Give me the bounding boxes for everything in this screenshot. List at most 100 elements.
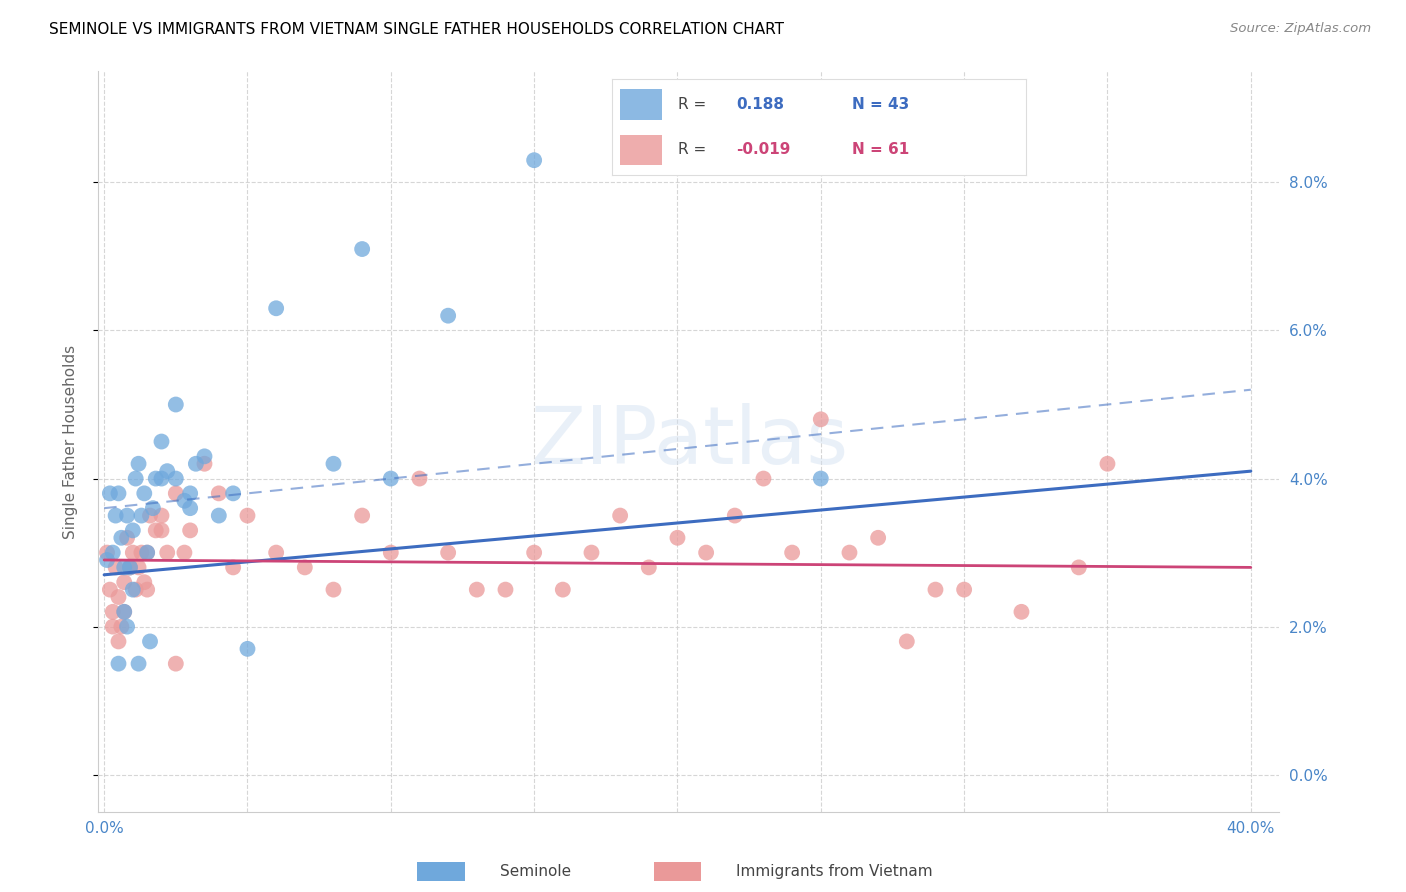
Point bbox=[193, 450, 215, 464]
Point bbox=[924, 582, 946, 597]
Point bbox=[101, 605, 124, 619]
Point bbox=[523, 545, 546, 560]
Point bbox=[165, 486, 187, 500]
Point bbox=[264, 545, 287, 560]
Point bbox=[953, 582, 976, 597]
Point bbox=[121, 524, 143, 538]
Point bbox=[156, 464, 179, 478]
Point bbox=[139, 634, 162, 648]
Point bbox=[896, 634, 918, 648]
Bar bbox=[620, 89, 662, 120]
Bar bbox=[620, 135, 662, 165]
Point bbox=[101, 619, 124, 633]
Point bbox=[695, 545, 717, 560]
Text: Source: ZipAtlas.com: Source: ZipAtlas.com bbox=[1230, 22, 1371, 36]
Point bbox=[131, 508, 153, 523]
Point bbox=[222, 486, 245, 500]
Point bbox=[128, 560, 150, 574]
Point bbox=[136, 545, 159, 560]
Point bbox=[107, 634, 129, 648]
Text: N = 43: N = 43 bbox=[852, 97, 910, 112]
Point bbox=[322, 582, 344, 597]
Point bbox=[110, 531, 132, 545]
Point bbox=[380, 545, 402, 560]
Point bbox=[98, 486, 121, 500]
Point bbox=[437, 545, 460, 560]
Point bbox=[173, 493, 195, 508]
Point bbox=[193, 457, 215, 471]
Point bbox=[150, 471, 173, 485]
Point bbox=[868, 531, 890, 545]
Point bbox=[150, 524, 173, 538]
Point bbox=[125, 582, 148, 597]
Text: Immigrants from Vietnam: Immigrants from Vietnam bbox=[737, 864, 932, 879]
Point bbox=[222, 560, 245, 574]
Point bbox=[139, 508, 162, 523]
Point bbox=[495, 582, 517, 597]
Point bbox=[134, 486, 156, 500]
Point bbox=[236, 641, 259, 656]
Point bbox=[150, 508, 173, 523]
Point bbox=[236, 508, 259, 523]
Point bbox=[208, 486, 231, 500]
Point bbox=[104, 508, 127, 523]
Point bbox=[609, 508, 631, 523]
Point bbox=[125, 471, 148, 485]
Point bbox=[551, 582, 574, 597]
Point bbox=[810, 412, 832, 426]
Point bbox=[437, 309, 460, 323]
Point bbox=[128, 657, 150, 671]
Point bbox=[107, 486, 129, 500]
Point bbox=[165, 397, 187, 411]
Point bbox=[465, 582, 488, 597]
Point bbox=[112, 560, 135, 574]
Point bbox=[121, 545, 143, 560]
Point bbox=[408, 471, 430, 485]
Point bbox=[118, 560, 141, 574]
Point bbox=[165, 471, 187, 485]
Point bbox=[1011, 605, 1033, 619]
Point bbox=[752, 471, 775, 485]
Point bbox=[156, 545, 179, 560]
Point bbox=[118, 560, 141, 574]
Point bbox=[112, 605, 135, 619]
Point bbox=[145, 524, 167, 538]
Point bbox=[179, 486, 201, 500]
Point bbox=[136, 545, 159, 560]
Point bbox=[115, 619, 138, 633]
Point bbox=[352, 242, 374, 256]
Text: ZIPatlas: ZIPatlas bbox=[530, 402, 848, 481]
Point bbox=[131, 545, 153, 560]
Text: N = 61: N = 61 bbox=[852, 143, 910, 158]
Point bbox=[810, 471, 832, 485]
Point bbox=[1097, 457, 1119, 471]
Point bbox=[294, 560, 316, 574]
Point bbox=[115, 508, 138, 523]
Point bbox=[96, 545, 118, 560]
Point bbox=[1067, 560, 1090, 574]
Point bbox=[173, 545, 195, 560]
Point bbox=[128, 457, 150, 471]
Point bbox=[136, 582, 159, 597]
Point bbox=[107, 657, 129, 671]
Point bbox=[142, 501, 165, 516]
Text: SEMINOLE VS IMMIGRANTS FROM VIETNAM SINGLE FATHER HOUSEHOLDS CORRELATION CHART: SEMINOLE VS IMMIGRANTS FROM VIETNAM SING… bbox=[49, 22, 785, 37]
Point bbox=[208, 508, 231, 523]
Point bbox=[98, 582, 121, 597]
Text: R =: R = bbox=[678, 143, 707, 158]
Point bbox=[118, 560, 141, 574]
Point bbox=[107, 590, 129, 604]
Point bbox=[352, 508, 374, 523]
Point bbox=[724, 508, 747, 523]
Point bbox=[264, 301, 287, 316]
Point bbox=[112, 605, 135, 619]
Text: Seminole: Seminole bbox=[501, 864, 571, 879]
Point bbox=[110, 619, 132, 633]
Point bbox=[101, 545, 124, 560]
Point bbox=[104, 560, 127, 574]
Point bbox=[184, 457, 207, 471]
Point bbox=[581, 545, 603, 560]
Point bbox=[637, 560, 659, 574]
Point bbox=[96, 553, 118, 567]
Text: R =: R = bbox=[678, 97, 707, 112]
